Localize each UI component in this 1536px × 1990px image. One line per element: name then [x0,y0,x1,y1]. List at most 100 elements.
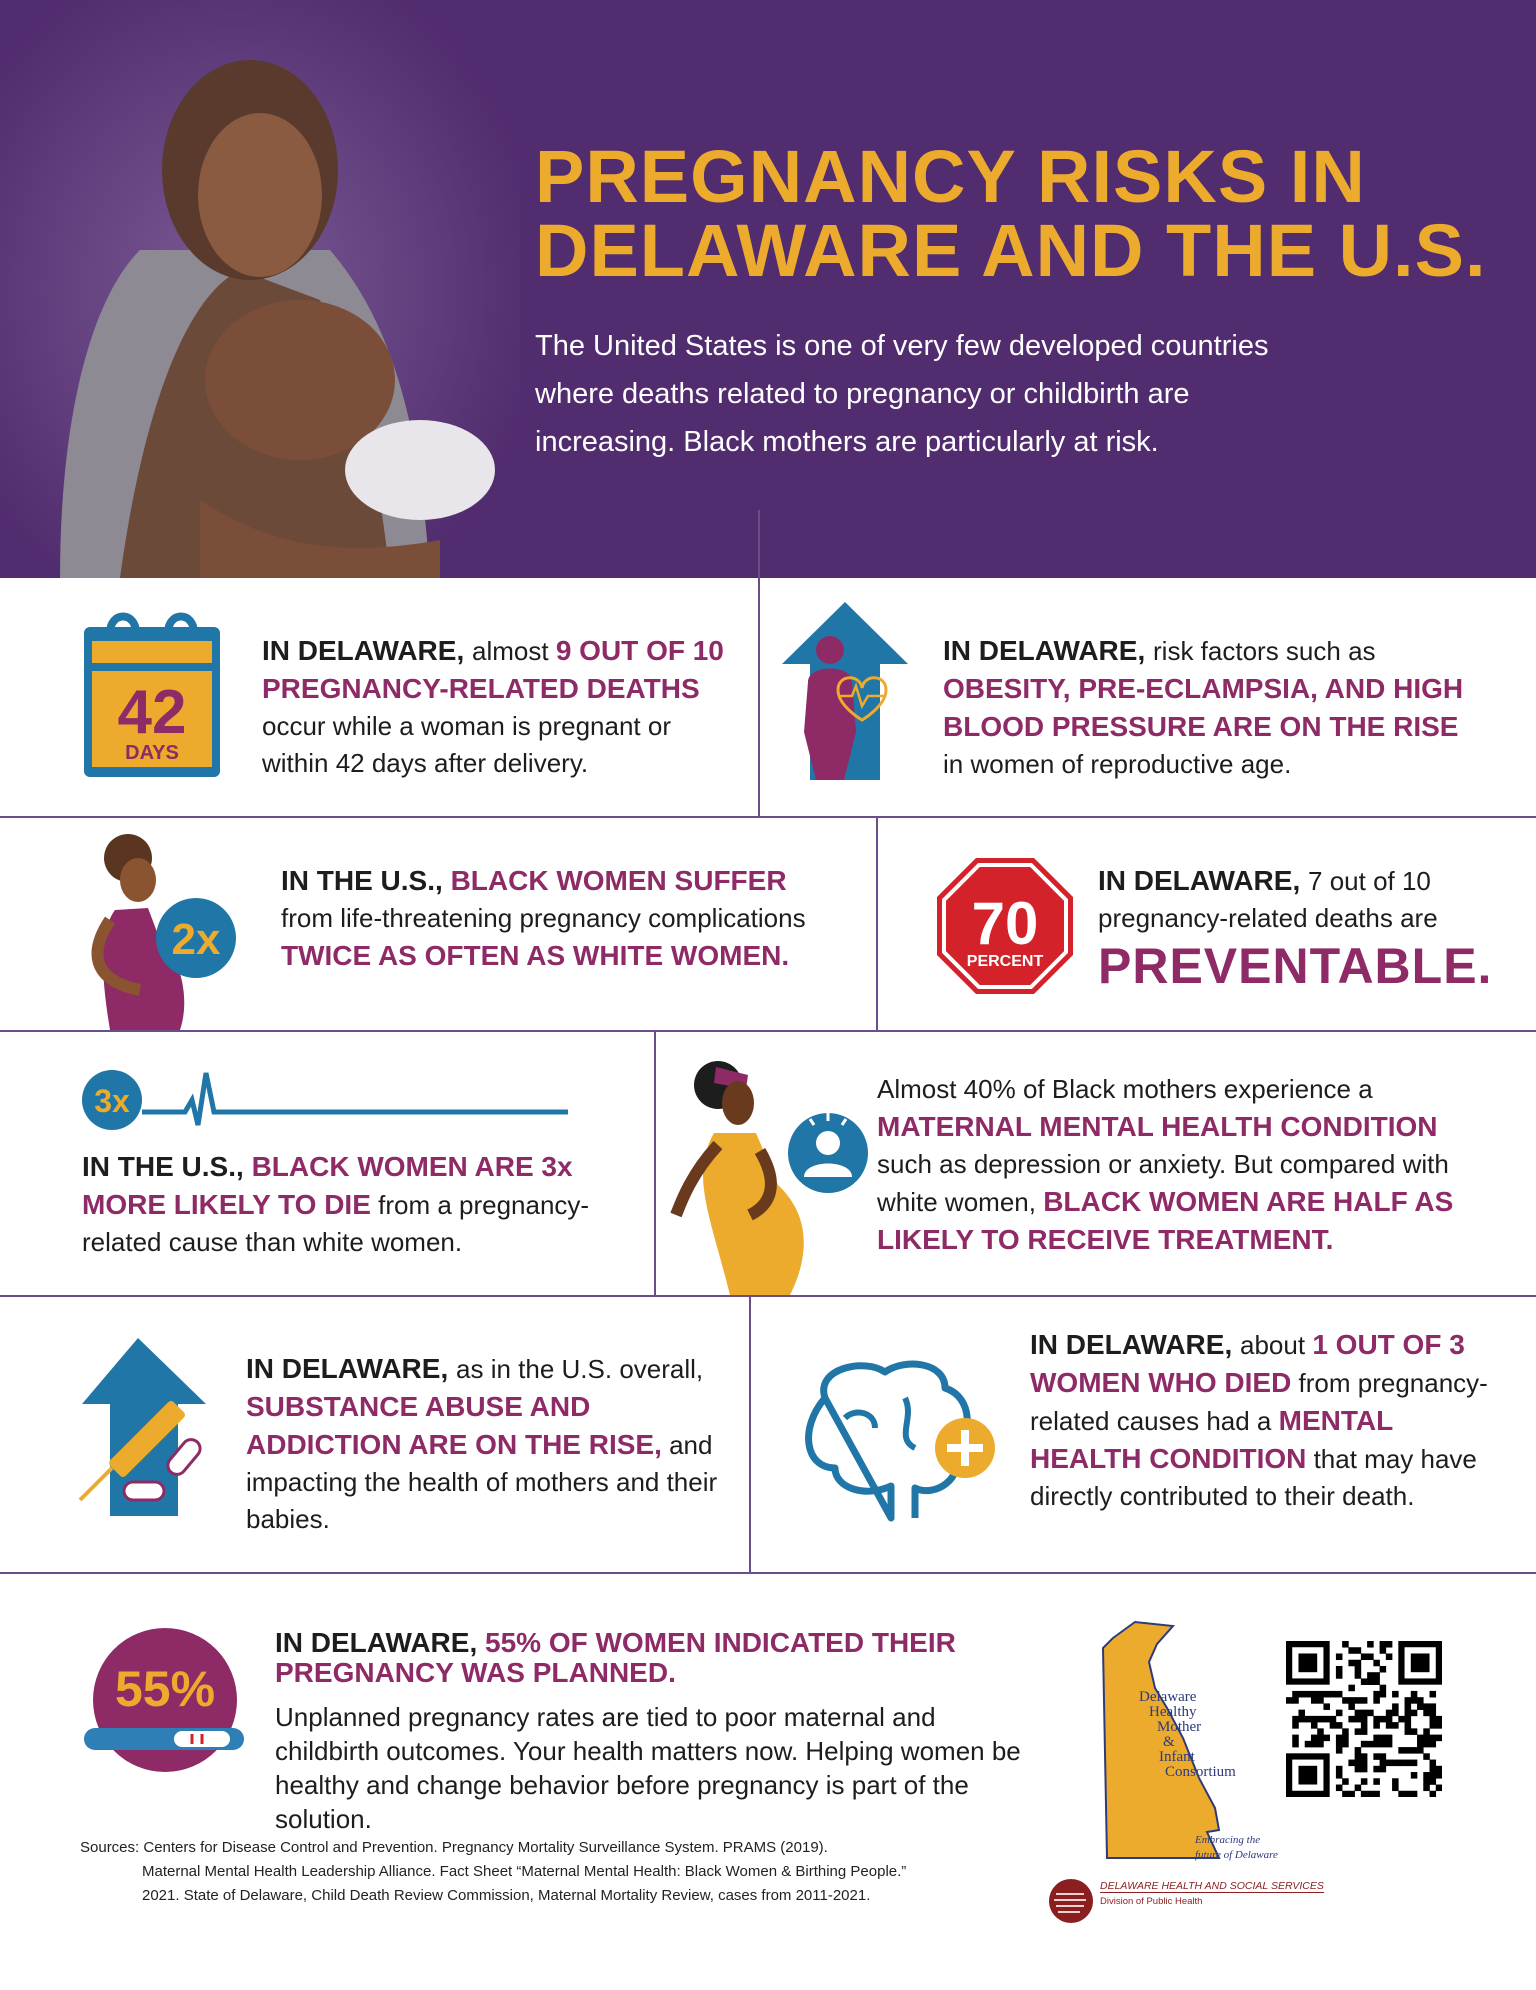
qr-finder [1410,1653,1430,1673]
dhss-logo: DELAWARE HEALTH AND SOCIAL SERVICES Divi… [1048,1878,1348,1928]
fact-text: from pregnancy-related causes had a [1030,1368,1488,1436]
qr-module [1335,1672,1343,1679]
fact-highlight: TWICE AS OFTEN AS WHITE WOMEN. [281,940,790,971]
qr-module [1379,1740,1387,1748]
qr-module [1348,1684,1355,1692]
qr-module [1317,1697,1324,1704]
qr-module [1404,1709,1412,1717]
qr-module [1304,1740,1312,1748]
qr-module [1392,1759,1399,1767]
qr-module [1373,1753,1380,1760]
fact-brain-text: IN DELAWARE, about 1 OUT OF 3 WOMEN WHO … [1030,1326,1510,1515]
qr-module [1410,1759,1418,1767]
qr-module [1373,1790,1380,1797]
fact-text: such as depression or anxiety. But compa… [877,1149,1449,1217]
qr-module [1385,1722,1393,1729]
divider [876,818,878,1032]
fact-row-4 [0,1297,1536,1574]
fact-highlight: BLACK WOMEN SUFFER [450,865,787,896]
dhss-subtitle: Division of Public Health [1100,1896,1203,1907]
qr-module [1292,1697,1299,1704]
qr-module [1435,1784,1442,1792]
qr-module [1354,1759,1362,1767]
qr-module [1373,1722,1380,1729]
qr-module [1286,1697,1293,1704]
header-banner: PREGNANCY RISKS IN DELAWARE AND THE U.S.… [0,0,1536,578]
qr-module [1410,1709,1418,1717]
qr-module [1385,1734,1393,1742]
qr-module [1379,1684,1387,1692]
qr-module [1404,1759,1412,1767]
qr-module [1423,1778,1430,1785]
qr-module [1423,1709,1430,1717]
qr-module [1292,1715,1299,1723]
divider [758,510,760,818]
consortium-word: Delaware [1139,1689,1197,1705]
qr-module [1373,1778,1380,1785]
sources-label: Sources: [80,1839,140,1856]
qr-module [1417,1740,1424,1748]
qr-module [1354,1747,1362,1754]
qr-module [1360,1753,1368,1760]
qr-module [1392,1784,1399,1792]
qr-module [1435,1715,1442,1723]
tagline-line: Embracing the [1195,1834,1261,1846]
qr-module [1373,1690,1380,1698]
qr-module [1373,1734,1380,1742]
qr-module [1417,1747,1424,1754]
consortium-name: Delaware Healthy Mother & Infant Consort… [1139,1690,1259,1780]
qr-module [1348,1703,1355,1710]
fact-text: risk factors such as [1153,636,1376,666]
qr-module [1392,1778,1399,1785]
qr-module [1335,1653,1343,1661]
qr-module [1317,1740,1324,1748]
qr-module [1429,1703,1437,1710]
qr-module [1348,1697,1355,1704]
qr-module [1329,1690,1337,1698]
calendar-label: DAYS [125,742,179,764]
qr-module [1310,1690,1318,1698]
qr-module [1423,1703,1430,1710]
qr-module [1354,1728,1362,1735]
fact-row-3 [0,1032,1536,1297]
qr-module [1367,1790,1374,1797]
qr-code[interactable] [1286,1641,1442,1797]
qr-module [1373,1765,1380,1773]
qr-module [1342,1697,1349,1704]
qr-module [1335,1765,1343,1773]
qr-module [1404,1722,1412,1729]
dhss-title: DELAWARE HEALTH AND SOCIAL SERVICES [1100,1880,1324,1893]
qr-module [1310,1740,1318,1748]
qr-module [1367,1672,1374,1679]
rising-arrow-syringe-pills-icon [78,1338,206,1516]
qr-module [1429,1690,1437,1698]
qr-module [1404,1728,1412,1735]
qr-module [1360,1653,1368,1661]
qr-module [1373,1672,1380,1679]
qr-module [1435,1722,1442,1729]
fact-highlight: BLACK WOMEN ARE HALF AS LIKELY TO RECEIV… [877,1186,1454,1255]
qr-module [1323,1690,1330,1698]
fact-substance-text: IN DELAWARE, as in the U.S. overall, SUB… [246,1350,726,1538]
fact-mental-health-text: Almost 40% of Black mothers experience a… [877,1071,1497,1259]
qr-module [1348,1659,1355,1667]
consortium-word: & [1163,1734,1175,1750]
consortium-word: Mother [1157,1719,1202,1735]
qr-module [1323,1734,1330,1742]
pregnant-woman-2x-icon: 2x [91,834,236,1030]
qr-module [1423,1740,1430,1748]
qr-module [1317,1690,1324,1698]
fact-highlight: SUBSTANCE ABUSE AND ADDICTION ARE ON THE… [246,1391,662,1460]
fact-highlight: BLACK WOMEN ARE 3x MORE LIKELY TO DIE [82,1151,573,1220]
consortium-word: Healthy [1149,1704,1197,1720]
qr-module [1379,1759,1387,1767]
qr-module [1354,1665,1362,1673]
fact-highlight: IN DELAWARE, [262,635,473,666]
fact-highlight: 1 OUT OF 3 WOMEN WHO DIED [1030,1329,1465,1398]
calendar-number: 42 [118,678,187,747]
qr-module [1429,1722,1437,1729]
qr-module [1373,1678,1380,1685]
fact-text: almost [472,636,556,666]
qr-module [1354,1753,1362,1760]
qr-module [1410,1747,1418,1754]
